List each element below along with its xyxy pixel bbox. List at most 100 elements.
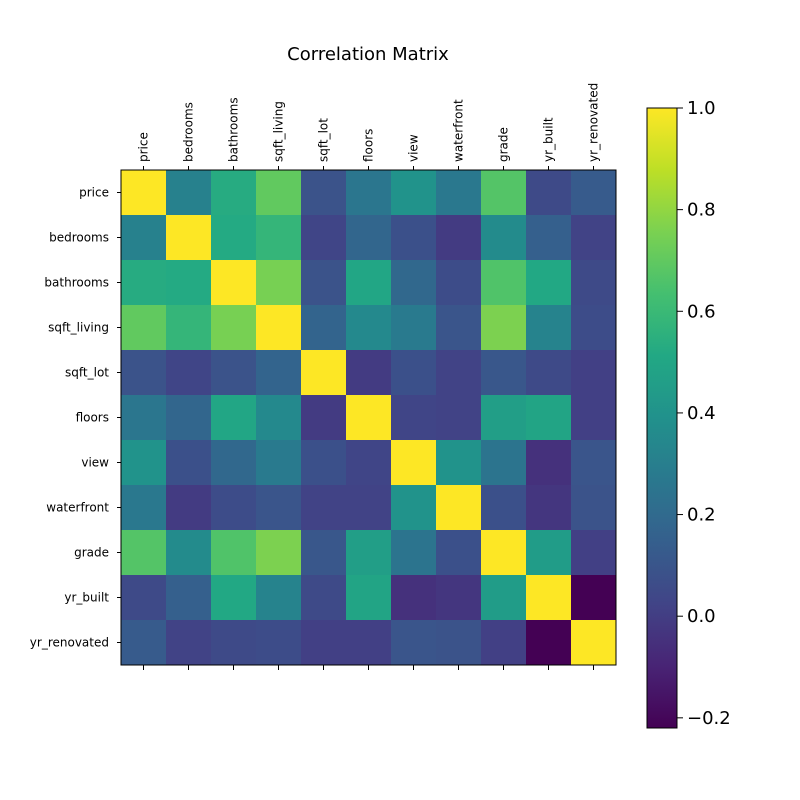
x-tick-label: view <box>407 134 421 162</box>
heatmap-cell-bathrooms-yr_built <box>526 260 572 306</box>
heatmap-cell-floors-bedrooms <box>166 395 212 441</box>
heatmap-cell-price-view <box>391 170 437 216</box>
heatmap-cell-bathrooms-price <box>121 260 167 306</box>
heatmap-cell-yr_renovated-sqft_living <box>256 620 302 666</box>
heatmap-cell-bathrooms-view <box>391 260 437 306</box>
heatmap-cell-yr_built-sqft_lot <box>301 575 347 621</box>
heatmap-cell-waterfront-bedrooms <box>166 485 212 531</box>
heatmap-cell-grade-price <box>121 530 167 576</box>
heatmap-cell-waterfront-bathrooms <box>211 485 257 531</box>
heatmap-cell-waterfront-sqft_lot <box>301 485 347 531</box>
chart-title: Correlation Matrix <box>287 44 449 65</box>
heatmap-cell-sqft_lot-grade <box>481 350 527 396</box>
heatmap-cell-view-grade <box>481 440 527 486</box>
heatmap-cell-sqft_lot-yr_renovated <box>571 350 617 396</box>
heatmap-cell-bedrooms-bathrooms <box>211 215 257 261</box>
heatmap-cell-bathrooms-sqft_lot <box>301 260 347 306</box>
heatmap-cell-grade-sqft_lot <box>301 530 347 576</box>
heatmap-cell-waterfront-floors <box>346 485 392 531</box>
heatmap-cell-sqft_living-yr_built <box>526 305 572 351</box>
heatmap-cell-bedrooms-price <box>121 215 167 261</box>
heatmap-cell-bathrooms-bathrooms <box>211 260 257 306</box>
heatmap-cell-bedrooms-waterfront <box>436 215 482 261</box>
x-tick-label: yr_built <box>542 117 556 162</box>
heatmap-cell-bathrooms-sqft_living <box>256 260 302 306</box>
heatmap-cell-yr_renovated-price <box>121 620 167 666</box>
x-tick-label: bathrooms <box>227 97 241 162</box>
heatmap-cell-bedrooms-grade <box>481 215 527 261</box>
colorbar <box>646 107 678 729</box>
colorbar-tick-label: 0.0 <box>687 606 716 627</box>
heatmap-cell-yr_renovated-yr_built <box>526 620 572 666</box>
y-tick-label: view <box>81 456 109 470</box>
heatmap-cell-waterfront-waterfront <box>436 485 482 531</box>
heatmap-cell-bathrooms-yr_renovated <box>571 260 617 306</box>
heatmap-cell-yr_built-view <box>391 575 437 621</box>
colorbar-tick-label: 1.0 <box>687 98 716 119</box>
heatmap-cell-bathrooms-grade <box>481 260 527 306</box>
heatmap-cell-sqft_living-bathrooms <box>211 305 257 351</box>
colorbar-ticks: −0.2 0.0 0.2 0.4 0.6 0.8 1.0 <box>677 98 731 729</box>
y-tick-label: bathrooms <box>44 276 109 290</box>
heatmap-cell-yr_built-bathrooms <box>211 575 257 621</box>
colorbar-tick-label: 0.6 <box>687 301 716 322</box>
heatmap-cell-sqft_lot-floors <box>346 350 392 396</box>
heatmap-cell-view-sqft_living <box>256 440 302 486</box>
heatmap-cell-floors-yr_renovated <box>571 395 617 441</box>
heatmap-cell-waterfront-view <box>391 485 437 531</box>
heatmap-cell-sqft_lot-view <box>391 350 437 396</box>
heatmap-cell-price-sqft_living <box>256 170 302 216</box>
x-tick-label: bedrooms <box>182 102 196 162</box>
heatmap-cell-grade-yr_built <box>526 530 572 576</box>
y-tick-label: grade <box>74 546 109 560</box>
heatmap-cell-price-bedrooms <box>166 170 212 216</box>
x-tick-label: grade <box>497 127 511 162</box>
y-tick-label: price <box>79 186 109 200</box>
heatmap-cell-view-waterfront <box>436 440 482 486</box>
x-tick-label: sqft_living <box>272 101 286 162</box>
heatmap-cell-view-view <box>391 440 437 486</box>
heatmap-cell-sqft_living-view <box>391 305 437 351</box>
heatmap-cell-sqft_lot-bedrooms <box>166 350 212 396</box>
heatmap-cell-bedrooms-sqft_lot <box>301 215 347 261</box>
heatmap-cell-sqft_lot-price <box>121 350 167 396</box>
heatmap-cell-floors-sqft_lot <box>301 395 347 441</box>
heatmap-cell-yr_built-yr_built <box>526 575 572 621</box>
heatmap-cell-bedrooms-yr_renovated <box>571 215 617 261</box>
x-tick-label: waterfront <box>452 99 466 162</box>
heatmap-cell-waterfront-sqft_living <box>256 485 302 531</box>
x-tick-label: price <box>137 132 151 162</box>
x-tick-label: sqft_lot <box>317 118 331 162</box>
heatmap-cell-view-bathrooms <box>211 440 257 486</box>
heatmap-cell-bedrooms-bedrooms <box>166 215 212 261</box>
heatmap-cell-view-sqft_lot <box>301 440 347 486</box>
heatmap-cell-bedrooms-floors <box>346 215 392 261</box>
heatmap-cell-yr_renovated-floors <box>346 620 392 666</box>
y-tick-label: floors <box>76 411 109 425</box>
heatmap-cell-price-yr_renovated <box>571 170 617 216</box>
heatmap-cell-floors-bathrooms <box>211 395 257 441</box>
heatmap-cell-sqft_lot-sqft_living <box>256 350 302 396</box>
heatmap-cell-yr_built-waterfront <box>436 575 482 621</box>
heatmap-cell-grade-floors <box>346 530 392 576</box>
heatmap-cell-sqft_lot-sqft_lot <box>301 350 347 396</box>
heatmap-cell-yr_renovated-bathrooms <box>211 620 257 666</box>
heatmap-cell-sqft_living-sqft_lot <box>301 305 347 351</box>
heatmap-cell-yr_built-yr_renovated <box>571 575 617 621</box>
heatmap-cell-waterfront-yr_built <box>526 485 572 531</box>
colorbar-tick-label: −0.2 <box>687 708 731 729</box>
heatmap-cell-view-yr_built <box>526 440 572 486</box>
heatmap-cell-grade-waterfront <box>436 530 482 576</box>
heatmap-cell-yr_renovated-view <box>391 620 437 666</box>
heatmap-cell-bedrooms-yr_built <box>526 215 572 261</box>
heatmap-cell-price-bathrooms <box>211 170 257 216</box>
x-axis-ticks: price bedrooms bathrooms sqft_living sqft_lo… <box>137 83 601 670</box>
heatmap-cell-price-sqft_lot <box>301 170 347 216</box>
heatmap-cell-floors-view <box>391 395 437 441</box>
heatmap-cell-bedrooms-view <box>391 215 437 261</box>
heatmap-cell-price-price <box>121 170 167 216</box>
heatmap-cell-floors-grade <box>481 395 527 441</box>
heatmap-cell-floors-sqft_living <box>256 395 302 441</box>
heatmap-cell-yr_renovated-waterfront <box>436 620 482 666</box>
